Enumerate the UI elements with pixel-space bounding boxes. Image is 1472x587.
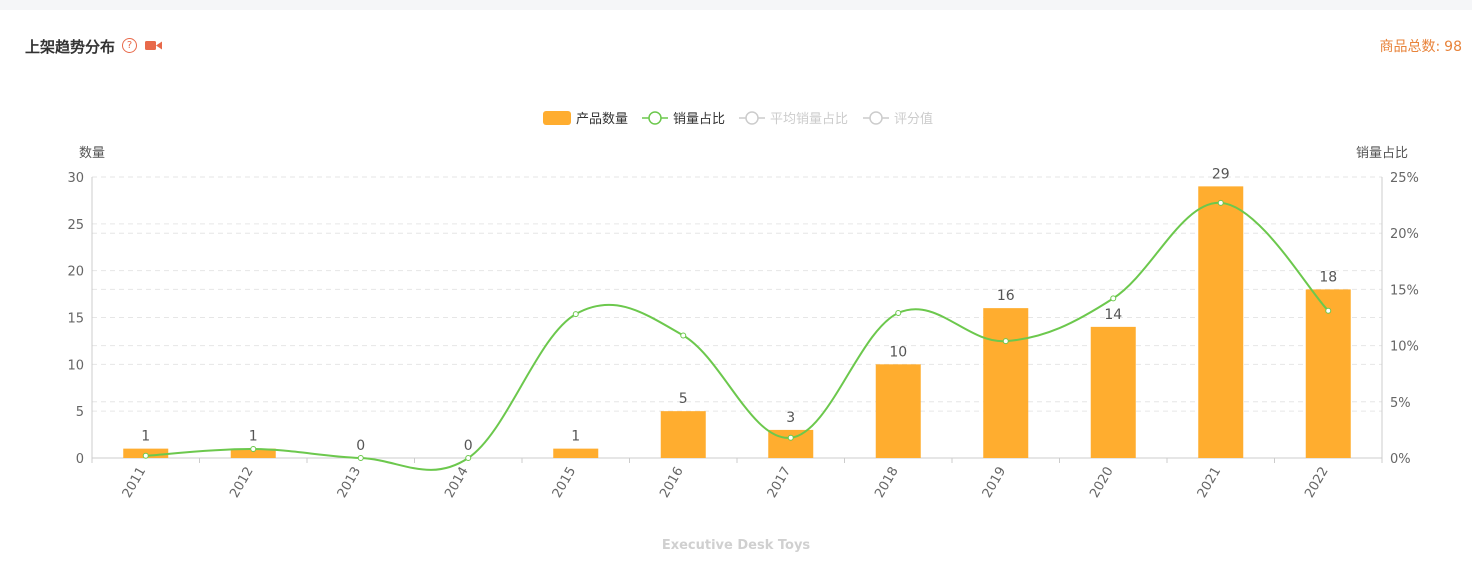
x-tick-label: 2018 <box>872 465 902 501</box>
bar-2015[interactable] <box>553 448 599 458</box>
bar-data-label: 5 <box>679 391 688 407</box>
footer-caption: Executive Desk Toys <box>661 538 811 553</box>
bar-data-label: 1 <box>249 429 258 445</box>
x-tick-label: 2017 <box>765 465 795 501</box>
x-tick-label: 2013 <box>335 465 365 501</box>
y-right-tick-label: 20% <box>1390 227 1419 242</box>
bar-2020[interactable] <box>1090 326 1136 458</box>
x-tick-label: 2019 <box>980 465 1010 501</box>
x-tick-label: 2014 <box>442 465 472 501</box>
y-right-tick-label: 25% <box>1390 171 1419 186</box>
legend-item-label: 销量占比 <box>673 112 725 127</box>
x-tick-label: 2015 <box>550 465 580 501</box>
x-tick-label: 2021 <box>1195 465 1225 501</box>
line-point-2020[interactable] <box>1110 295 1117 302</box>
product-total-value: 98 <box>1444 39 1462 55</box>
y-left-tick-label: 20 <box>67 265 84 280</box>
bar-2012[interactable] <box>230 448 276 458</box>
question-circle-icon[interactable]: ? <box>122 38 137 53</box>
line-point-2012[interactable] <box>250 446 257 453</box>
bar-data-label: 3 <box>786 410 795 426</box>
bar-data-label: 10 <box>889 344 907 360</box>
bar-data-label: 0 <box>464 438 473 454</box>
legend-swatch-marker[interactable] <box>745 111 759 125</box>
line-point-2017[interactable] <box>787 434 794 441</box>
line-point-2014[interactable] <box>465 455 472 461</box>
x-tick-label: 2020 <box>1087 465 1117 501</box>
bar-2019[interactable] <box>983 308 1029 458</box>
legend-swatch-marker[interactable] <box>648 111 662 125</box>
y-right-axis-title: 销量占比 <box>1356 146 1408 161</box>
x-tick-label: 2011 <box>120 465 150 501</box>
y-left-axis-title: 数量 <box>79 146 105 161</box>
bar-data-label: 14 <box>1104 307 1122 323</box>
top-strip <box>0 0 1472 10</box>
product-total-label: 商品总数: <box>1379 39 1441 55</box>
line-series-sales-share <box>145 201 1329 471</box>
y-left-tick-label: 10 <box>67 358 84 373</box>
bar-2018[interactable] <box>875 364 921 458</box>
bar-data-label: 1 <box>141 429 150 445</box>
legend-item-label: 产品数量 <box>576 112 628 127</box>
bar-data-label: 1 <box>571 429 580 445</box>
bar-2016[interactable] <box>660 411 706 458</box>
y-left-tick-label: 30 <box>67 171 84 186</box>
line-point-2018[interactable] <box>895 310 902 317</box>
product-total: 商品总数: 98 <box>1375 36 1462 56</box>
y-left-tick-label: 0 <box>76 452 84 467</box>
y-right-tick-label: 15% <box>1390 283 1419 298</box>
x-tick-label: 2022 <box>1302 465 1332 501</box>
video-camera-icon[interactable] <box>145 40 162 51</box>
bar-data-label: 29 <box>1212 166 1230 182</box>
legend-swatch-bar[interactable] <box>543 111 571 125</box>
bar-data-label: 16 <box>997 288 1015 304</box>
legend-item-label: 平均销量占比 <box>770 112 848 127</box>
line-point-2016[interactable] <box>680 332 687 339</box>
line-point-2019[interactable] <box>1002 338 1009 345</box>
line-point-2021[interactable] <box>1217 199 1224 206</box>
y-right-tick-label: 10% <box>1390 340 1419 355</box>
legend-swatch-marker[interactable] <box>869 111 883 125</box>
line-point-2011[interactable] <box>142 452 149 459</box>
y-left-tick-label: 25 <box>67 218 84 233</box>
line-point-2022[interactable] <box>1325 307 1332 314</box>
page-title: 上架趋势分布 <box>25 38 116 56</box>
bar-data-label: 0 <box>356 438 365 454</box>
x-tick-label: 2012 <box>227 465 257 501</box>
bar-data-label: 18 <box>1319 269 1337 285</box>
y-left-tick-label: 15 <box>67 312 84 327</box>
line-point-2015[interactable] <box>572 311 579 318</box>
bar-2022[interactable] <box>1305 289 1351 458</box>
y-right-tick-label: 0% <box>1390 452 1411 467</box>
bar-2021[interactable] <box>1198 186 1244 458</box>
y-right-tick-label: 5% <box>1390 396 1411 411</box>
line-point-2013[interactable] <box>357 455 364 461</box>
y-left-tick-label: 5 <box>76 405 84 420</box>
legend-item-label: 评分值 <box>894 111 933 127</box>
x-tick-label: 2016 <box>657 465 687 501</box>
